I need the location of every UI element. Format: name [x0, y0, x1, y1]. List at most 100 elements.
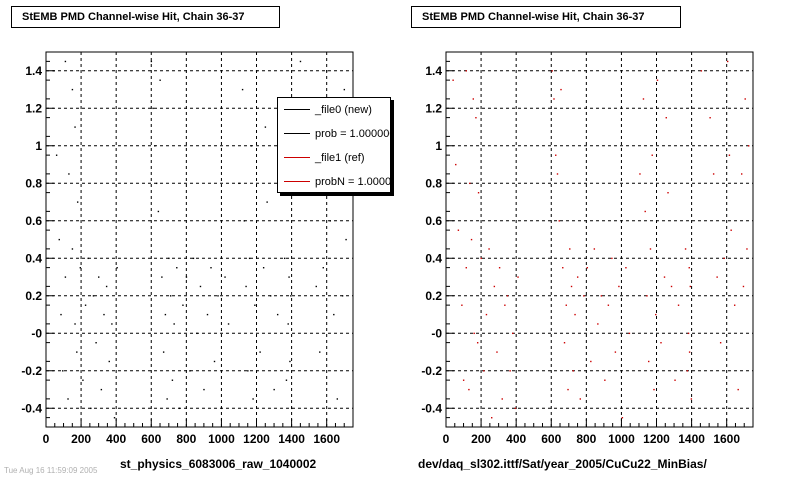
data-point	[560, 88, 562, 91]
data-point	[663, 276, 666, 278]
data-point	[154, 145, 156, 147]
data-point	[506, 295, 509, 297]
data-point	[171, 379, 174, 381]
x-tick-label: 1200	[643, 432, 670, 446]
data-point	[665, 117, 667, 119]
data-point	[611, 257, 613, 260]
x-tick-label: 1000	[608, 432, 635, 446]
data-point	[227, 323, 230, 325]
data-point	[551, 70, 553, 72]
data-point	[455, 163, 457, 166]
data-point	[168, 257, 170, 260]
data-point	[646, 295, 648, 297]
data-point	[590, 360, 592, 363]
legend-entry-prob: prob = 1.000000	[278, 122, 390, 146]
y-tick-label: 0.8	[25, 176, 42, 190]
data-point	[562, 267, 564, 269]
data-point	[55, 154, 58, 156]
data-point	[90, 407, 92, 410]
y-tick-label: -0.4	[21, 401, 42, 415]
legend-swatch	[284, 181, 310, 182]
data-point	[690, 398, 693, 400]
data-point	[98, 276, 100, 278]
data-point	[345, 238, 347, 241]
data-point	[712, 173, 715, 175]
legend-entry-file0: _file0 (new)	[278, 98, 390, 122]
data-point	[150, 60, 153, 63]
data-point	[291, 407, 293, 410]
data-point	[742, 285, 745, 288]
data-point	[469, 182, 471, 185]
x-tick-label: 1000	[208, 432, 235, 446]
data-point	[108, 360, 110, 363]
data-point	[203, 388, 205, 391]
data-point	[730, 229, 732, 231]
data-point	[485, 313, 488, 316]
data-point	[716, 276, 718, 278]
data-point	[579, 398, 582, 400]
x-tick-label: 1600	[313, 432, 340, 446]
data-point	[76, 201, 79, 203]
data-point	[341, 295, 344, 297]
x-tick-label: 400	[506, 432, 526, 446]
data-point	[475, 117, 477, 119]
data-point	[84, 304, 87, 306]
data-point	[155, 182, 158, 185]
y-tick-label: 1	[435, 139, 442, 153]
data-point	[250, 145, 253, 147]
data-point	[651, 154, 653, 156]
data-point	[625, 267, 627, 269]
x-tick-label: 1600	[713, 432, 740, 446]
data-point	[241, 88, 244, 91]
legend-swatch	[284, 109, 310, 110]
data-point	[64, 60, 67, 63]
data-point	[68, 173, 70, 175]
data-point	[247, 370, 249, 372]
data-point	[276, 313, 279, 316]
data-point	[748, 145, 750, 147]
y-tick-label: 0.4	[25, 251, 42, 265]
legend-label: probN = 1.000000	[315, 176, 391, 188]
y-tick-label: 1.4	[425, 64, 442, 78]
data-point	[470, 238, 473, 241]
data-point	[570, 285, 573, 288]
y-tick-label: -0.2	[21, 364, 42, 378]
right-x-axis-label: dev/daq_sl302.ittf/Sat/year_2005/CuCu22_…	[418, 457, 707, 471]
data-point	[670, 285, 673, 288]
data-point	[574, 313, 576, 316]
data-point	[689, 285, 691, 288]
data-point	[576, 276, 579, 278]
y-tick-label: 0.2	[25, 289, 42, 303]
data-point	[465, 70, 467, 72]
data-point	[468, 388, 470, 391]
data-point	[206, 313, 209, 316]
x-tick-label: 1400	[678, 432, 705, 446]
data-point	[480, 257, 482, 260]
data-point	[164, 313, 167, 316]
data-point	[169, 295, 172, 297]
data-point	[607, 304, 610, 306]
data-point	[273, 388, 275, 391]
y-tick-label: 1	[35, 139, 42, 153]
data-point	[79, 267, 82, 269]
right-chart-title: StEMB PMD Channel-wise Hit, Chain 36-37	[411, 6, 681, 28]
data-point	[700, 70, 703, 72]
data-point	[152, 107, 154, 110]
data-point	[465, 267, 467, 269]
data-point	[343, 88, 346, 91]
y-tick-label: -0	[431, 326, 442, 340]
x-tick-label: 1400	[278, 432, 305, 446]
data-point	[656, 79, 659, 81]
data-point	[660, 342, 662, 344]
data-point	[604, 379, 606, 381]
data-point	[740, 173, 743, 175]
data-point	[744, 98, 746, 100]
data-point	[553, 98, 555, 100]
data-point	[92, 295, 95, 297]
legend-label: _file0 (new)	[315, 104, 372, 116]
data-point	[319, 351, 321, 353]
y-tick-label: 0.4	[425, 251, 442, 265]
data-point	[336, 398, 339, 400]
data-point	[648, 360, 650, 363]
data-point	[259, 351, 261, 353]
